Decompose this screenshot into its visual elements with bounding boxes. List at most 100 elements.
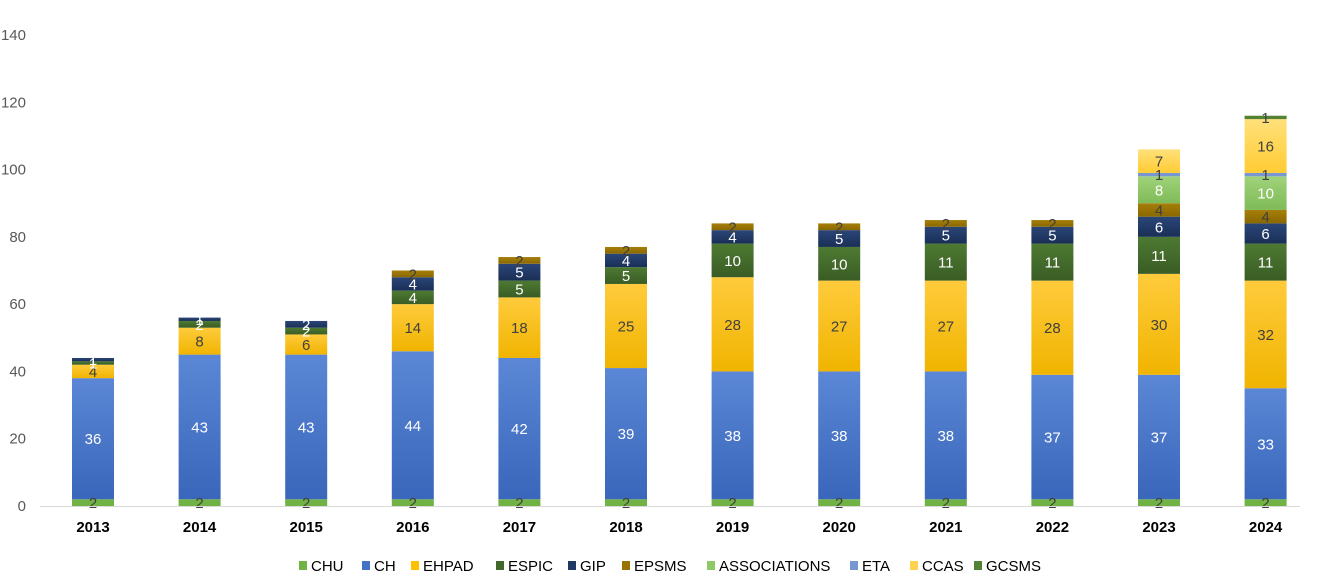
bar-segment-gip — [178, 317, 221, 321]
bar-segment-ch — [711, 371, 754, 500]
bar-segment-epsms — [1031, 220, 1074, 227]
bar-segment-ehpad — [72, 364, 114, 379]
bar-segment-chu — [391, 499, 434, 506]
bar-segment-gip — [924, 226, 967, 244]
bar-segment-ehpad — [924, 280, 967, 372]
data-label-chu: 2 — [835, 495, 843, 512]
bar-segment-ch — [924, 371, 967, 500]
data-label-gip: 1 — [195, 312, 203, 329]
bar-segment-gip — [285, 320, 328, 328]
bar-segment-ehpad — [285, 334, 328, 355]
data-label-epsms: 2 — [728, 219, 736, 236]
bar-segment-espic — [924, 243, 967, 281]
bar-segment-gip — [1244, 223, 1287, 244]
bar-segment-ehpad — [1244, 280, 1287, 389]
data-label-gip: 5 — [835, 231, 843, 248]
data-label-eta: 1 — [1261, 167, 1269, 184]
bar-segment-ch — [72, 378, 114, 500]
data-label-epsms: 2 — [942, 216, 950, 233]
bar-segment-ch — [1244, 388, 1287, 500]
legend-label-ccas: CCAS — [922, 558, 964, 575]
bar-segment-espic — [605, 267, 647, 284]
bar-segment-chu — [1031, 499, 1074, 506]
bar-segment-chu — [1138, 499, 1180, 506]
data-label-chu: 2 — [1261, 495, 1269, 512]
bar-segment-ehpad — [1031, 280, 1074, 375]
data-label-epsms: 2 — [622, 243, 630, 260]
y-tick-label: 20 — [9, 431, 26, 448]
bar-segment-associations — [1244, 176, 1287, 210]
bar-segment-epsms — [1138, 203, 1180, 217]
legend-swatch-eta — [850, 561, 858, 570]
bar-segment-chu — [1244, 499, 1287, 506]
data-label-associations: 10 — [1257, 186, 1274, 203]
legend-label-espic: ESPIC — [508, 558, 553, 575]
bar-segment-ehpad — [1138, 273, 1180, 375]
data-label-gip: 2 — [302, 317, 310, 334]
bar-segment-chu — [285, 499, 328, 506]
bar-segment-gip — [605, 253, 647, 268]
data-label-espic: 2 — [195, 317, 203, 334]
bar-segment-eta — [1244, 172, 1287, 177]
data-label-epsms: 4 — [1155, 202, 1163, 219]
bar-segment-espic — [1244, 243, 1287, 281]
bars — [72, 115, 1287, 506]
x-tick-label: 2013 — [76, 519, 109, 536]
data-label-ch: 43 — [298, 419, 315, 436]
bar-segment-ch — [605, 368, 647, 500]
bar-segment-espic — [391, 290, 434, 305]
bar-segment-ehpad — [605, 283, 647, 369]
data-label-espic: 10 — [724, 253, 741, 270]
bar-segment-gip — [711, 230, 754, 244]
legend: CHU CH EHPAD ESPIC GIP EPSMS ASSOCIATIONS ETA CC… — [299, 558, 1041, 575]
legend-label-chu: CHU — [311, 558, 344, 575]
bar-segment-associations — [1138, 176, 1180, 204]
data-label-espic: 11 — [1045, 255, 1061, 272]
bar-segment-gip — [72, 357, 114, 362]
legend-swatch-espic — [496, 561, 504, 570]
data-label-ch: 33 — [1257, 436, 1274, 453]
bar-segment-gip — [818, 230, 861, 247]
data-labels: 2364112438212436222441444224218552239255… — [85, 110, 1274, 512]
x-tick-label: 2019 — [716, 519, 749, 536]
y-tick-label: 140 — [1, 27, 26, 44]
data-label-associations: 8 — [1155, 182, 1163, 199]
data-label-chu: 2 — [302, 495, 310, 512]
legend-label-epsms: EPSMS — [634, 558, 687, 575]
data-label-ch: 37 — [1044, 430, 1061, 447]
bar-segment-espic — [498, 280, 541, 298]
y-tick-label: 40 — [9, 363, 26, 380]
bar-segment-ch — [1138, 374, 1180, 500]
bar-segment-epsms — [1244, 209, 1287, 224]
data-label-ehpad: 4 — [89, 364, 97, 381]
x-tick-label: 2015 — [290, 519, 323, 536]
data-label-gip: 4 — [409, 276, 417, 293]
bar-segment-epsms — [924, 220, 967, 227]
data-label-chu: 2 — [728, 495, 736, 512]
y-tick-label: 0 — [18, 498, 26, 515]
y-tick-label: 60 — [9, 296, 26, 313]
data-label-gip: 1 — [89, 352, 97, 369]
bar-segment-gip — [1138, 216, 1180, 237]
data-label-gip: 5 — [515, 265, 523, 282]
x-tick-label: 2023 — [1142, 519, 1175, 536]
bar-segment-gip — [498, 263, 541, 281]
bar-segment-espic — [711, 243, 754, 278]
bar-segment-ch — [391, 351, 434, 500]
data-label-ehpad: 28 — [1044, 320, 1061, 337]
data-label-ehpad: 27 — [937, 319, 954, 336]
bar-segment-epsms — [818, 223, 861, 231]
data-label-espic: 2 — [302, 324, 310, 341]
bar-segment-eta — [1138, 172, 1180, 177]
data-label-ehpad: 25 — [618, 319, 635, 336]
data-label-ch: 38 — [937, 428, 954, 445]
data-label-ehpad: 28 — [724, 317, 741, 334]
data-label-gip: 6 — [1261, 226, 1269, 243]
bar-segment-chu — [72, 499, 114, 506]
data-label-ch: 42 — [511, 421, 528, 438]
data-label-epsms: 4 — [1261, 209, 1269, 226]
data-label-gip: 5 — [942, 228, 950, 245]
data-label-espic: 11 — [1151, 248, 1167, 265]
bar-segment-epsms — [711, 223, 754, 231]
